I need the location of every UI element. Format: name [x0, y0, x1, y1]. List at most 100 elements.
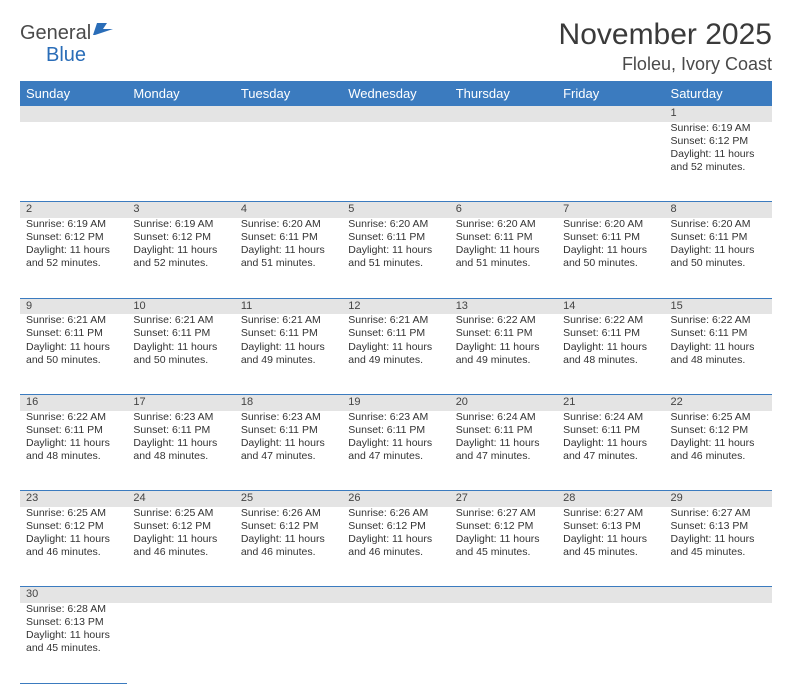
daynum-row: 1	[20, 106, 772, 122]
day-of-week-row: SundayMondayTuesdayWednesdayThursdayFrid…	[20, 81, 772, 106]
sunrise-line: Sunrise: 6:28 AM	[26, 603, 121, 616]
sunrise-line: Sunrise: 6:21 AM	[241, 314, 336, 327]
day-cell: Sunrise: 6:25 AMSunset: 6:12 PMDaylight:…	[20, 507, 127, 587]
week-row: Sunrise: 6:21 AMSunset: 6:11 PMDaylight:…	[20, 314, 772, 394]
day-cell: Sunrise: 6:23 AMSunset: 6:11 PMDaylight:…	[342, 411, 449, 491]
day-number-cell: 7	[557, 202, 664, 218]
sunrise-line: Sunrise: 6:23 AM	[241, 411, 336, 424]
day-number-cell: 9	[20, 298, 127, 314]
sunrise-line: Sunrise: 6:24 AM	[456, 411, 551, 424]
day-number-cell	[557, 587, 664, 603]
sunrise-line: Sunrise: 6:20 AM	[563, 218, 658, 231]
daylight-line: Daylight: 11 hours and 52 minutes.	[133, 244, 228, 270]
day-number-cell: 20	[450, 394, 557, 410]
daylight-line: Daylight: 11 hours and 50 minutes.	[671, 244, 766, 270]
daylight-line: Daylight: 11 hours and 50 minutes.	[133, 341, 228, 367]
day-number-cell: 8	[665, 202, 772, 218]
day-number-cell: 27	[450, 491, 557, 507]
daynum-row: 30	[20, 587, 772, 603]
day-cell: Sunrise: 6:27 AMSunset: 6:13 PMDaylight:…	[557, 507, 664, 587]
daylight-line: Daylight: 11 hours and 45 minutes.	[671, 533, 766, 559]
sunrise-line: Sunrise: 6:22 AM	[563, 314, 658, 327]
day-cell: Sunrise: 6:20 AMSunset: 6:11 PMDaylight:…	[557, 218, 664, 298]
sunset-line: Sunset: 6:11 PM	[563, 231, 658, 244]
sunrise-line: Sunrise: 6:20 AM	[456, 218, 551, 231]
day-cell: Sunrise: 6:20 AMSunset: 6:11 PMDaylight:…	[665, 218, 772, 298]
day-header: Sunday	[20, 81, 127, 106]
sunset-line: Sunset: 6:12 PM	[133, 231, 228, 244]
brand-part2: Blue	[46, 44, 86, 67]
daylight-line: Daylight: 11 hours and 48 minutes.	[133, 437, 228, 463]
daylight-line: Daylight: 11 hours and 46 minutes.	[241, 533, 336, 559]
daylight-line: Daylight: 11 hours and 51 minutes.	[456, 244, 551, 270]
week-row: Sunrise: 6:19 AMSunset: 6:12 PMDaylight:…	[20, 122, 772, 202]
day-number-cell: 23	[20, 491, 127, 507]
sunset-line: Sunset: 6:11 PM	[671, 327, 766, 340]
daylight-line: Daylight: 11 hours and 51 minutes.	[241, 244, 336, 270]
sunset-line: Sunset: 6:11 PM	[456, 231, 551, 244]
daylight-line: Daylight: 11 hours and 45 minutes.	[26, 629, 121, 655]
day-cell: Sunrise: 6:20 AMSunset: 6:11 PMDaylight:…	[235, 218, 342, 298]
day-number-cell: 3	[127, 202, 234, 218]
sunset-line: Sunset: 6:11 PM	[456, 424, 551, 437]
daylight-line: Daylight: 11 hours and 45 minutes.	[456, 533, 551, 559]
sunrise-line: Sunrise: 6:25 AM	[133, 507, 228, 520]
daylight-line: Daylight: 11 hours and 52 minutes.	[26, 244, 121, 270]
week-row: Sunrise: 6:22 AMSunset: 6:11 PMDaylight:…	[20, 411, 772, 491]
daylight-line: Daylight: 11 hours and 48 minutes.	[563, 341, 658, 367]
day-cell: Sunrise: 6:22 AMSunset: 6:11 PMDaylight:…	[557, 314, 664, 394]
sunset-line: Sunset: 6:11 PM	[563, 327, 658, 340]
day-cell: Sunrise: 6:21 AMSunset: 6:11 PMDaylight:…	[342, 314, 449, 394]
daylight-line: Daylight: 11 hours and 46 minutes.	[671, 437, 766, 463]
day-number-cell	[235, 587, 342, 603]
day-cell: Sunrise: 6:21 AMSunset: 6:11 PMDaylight:…	[235, 314, 342, 394]
daylight-line: Daylight: 11 hours and 52 minutes.	[671, 148, 766, 174]
day-cell: Sunrise: 6:21 AMSunset: 6:11 PMDaylight:…	[20, 314, 127, 394]
sunrise-line: Sunrise: 6:22 AM	[671, 314, 766, 327]
day-cell	[235, 122, 342, 202]
week-row: Sunrise: 6:19 AMSunset: 6:12 PMDaylight:…	[20, 218, 772, 298]
sunset-line: Sunset: 6:11 PM	[671, 231, 766, 244]
week-row: Sunrise: 6:28 AMSunset: 6:13 PMDaylight:…	[20, 603, 772, 683]
day-cell: Sunrise: 6:22 AMSunset: 6:11 PMDaylight:…	[665, 314, 772, 394]
day-number-cell: 29	[665, 491, 772, 507]
day-number-cell: 22	[665, 394, 772, 410]
day-number-cell	[665, 587, 772, 603]
sunset-line: Sunset: 6:12 PM	[671, 135, 766, 148]
sunset-line: Sunset: 6:13 PM	[26, 616, 121, 629]
sunrise-line: Sunrise: 6:24 AM	[563, 411, 658, 424]
sunset-line: Sunset: 6:11 PM	[563, 424, 658, 437]
day-number-cell: 15	[665, 298, 772, 314]
sunrise-line: Sunrise: 6:19 AM	[133, 218, 228, 231]
day-cell: Sunrise: 6:26 AMSunset: 6:12 PMDaylight:…	[235, 507, 342, 587]
sunrise-line: Sunrise: 6:27 AM	[563, 507, 658, 520]
sunset-line: Sunset: 6:11 PM	[348, 231, 443, 244]
day-number-cell: 24	[127, 491, 234, 507]
sunrise-line: Sunrise: 6:26 AM	[348, 507, 443, 520]
flag-icon	[93, 20, 115, 43]
sunrise-line: Sunrise: 6:22 AM	[456, 314, 551, 327]
calendar-body: 1Sunrise: 6:19 AMSunset: 6:12 PMDaylight…	[20, 106, 772, 683]
day-cell: Sunrise: 6:23 AMSunset: 6:11 PMDaylight:…	[127, 411, 234, 491]
day-cell	[450, 122, 557, 202]
day-cell	[557, 603, 664, 683]
daylight-line: Daylight: 11 hours and 47 minutes.	[456, 437, 551, 463]
day-cell: Sunrise: 6:22 AMSunset: 6:11 PMDaylight:…	[20, 411, 127, 491]
sunset-line: Sunset: 6:11 PM	[348, 424, 443, 437]
day-number-cell: 30	[20, 587, 127, 603]
day-cell	[20, 122, 127, 202]
sunset-line: Sunset: 6:11 PM	[241, 231, 336, 244]
sunrise-line: Sunrise: 6:23 AM	[348, 411, 443, 424]
day-cell	[665, 603, 772, 683]
daylight-line: Daylight: 11 hours and 45 minutes.	[563, 533, 658, 559]
day-number-cell: 17	[127, 394, 234, 410]
sunset-line: Sunset: 6:12 PM	[456, 520, 551, 533]
day-cell: Sunrise: 6:27 AMSunset: 6:13 PMDaylight:…	[665, 507, 772, 587]
day-cell	[342, 603, 449, 683]
daylight-line: Daylight: 11 hours and 49 minutes.	[348, 341, 443, 367]
day-cell	[450, 603, 557, 683]
day-number-cell	[342, 587, 449, 603]
sunrise-line: Sunrise: 6:20 AM	[241, 218, 336, 231]
sunrise-line: Sunrise: 6:20 AM	[671, 218, 766, 231]
sunrise-line: Sunrise: 6:25 AM	[671, 411, 766, 424]
